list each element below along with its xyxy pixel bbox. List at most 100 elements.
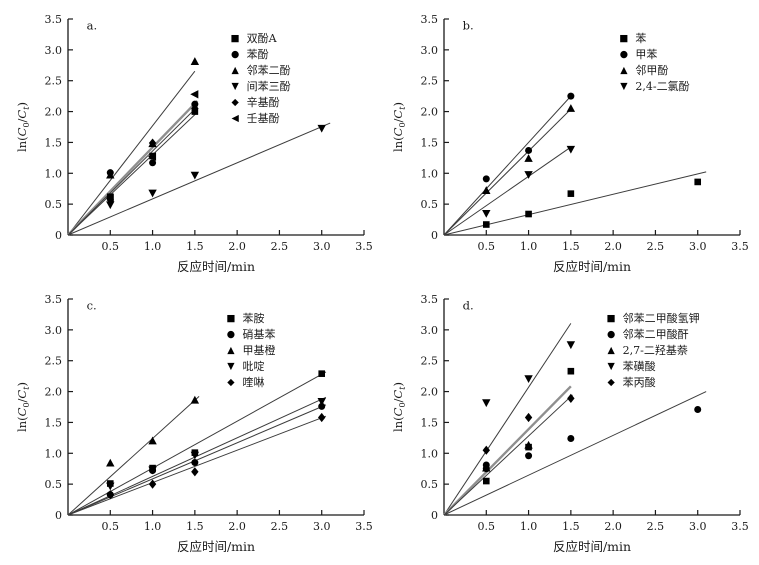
y-tick-label: 0 — [431, 229, 438, 242]
legend-label: 硝基苯 — [242, 328, 276, 342]
triangle-up-legend-marker-icon: ▲ — [231, 65, 239, 77]
x-tick-label: 2.0 — [604, 240, 622, 253]
y-tick-label: 3.0 — [45, 324, 63, 337]
x-axis-label: 反应时间/min — [553, 259, 631, 274]
triangle-down-legend-marker-icon: ▼ — [227, 361, 235, 373]
circle-marker-icon — [149, 159, 157, 167]
diamond-marker-icon — [106, 490, 114, 500]
circle-marker-icon — [525, 452, 533, 460]
legend-item: ■ 邻苯二甲酸氢钾 — [605, 311, 700, 327]
triangle-up-marker-icon — [190, 395, 200, 404]
y-tick-label: 1.5 — [421, 416, 439, 429]
legend-item: ▼ 间苯三酚 — [229, 79, 291, 95]
circle-marker-icon — [482, 175, 490, 183]
square-marker-icon — [567, 367, 575, 375]
triangle-down-marker-icon — [190, 451, 200, 460]
circle-marker-icon — [525, 146, 533, 154]
y-axis-label: ln(C0/Ct) — [390, 102, 408, 152]
fit-line — [67, 100, 199, 236]
legend-label: 邻苯二甲酸氢钾 — [622, 312, 700, 326]
triangle-up-legend-marker-icon: ▲ — [620, 65, 628, 77]
circle-marker-icon — [567, 92, 575, 100]
legend-item: ◆ 辛基酚 — [229, 95, 291, 111]
fit-line — [67, 106, 198, 236]
fit-line — [443, 146, 572, 236]
triangle-down-marker-icon — [317, 124, 326, 133]
legend-item: ▼ 2,4-二氯酚 — [617, 79, 689, 95]
legend-label: 苯磺酸 — [622, 360, 656, 374]
diamond-legend-marker-icon: ◆ — [227, 377, 235, 389]
fit-line — [67, 415, 327, 516]
x-tick-label: 1.0 — [144, 240, 162, 253]
triangle-down-marker-icon — [317, 398, 326, 406]
x-tick-label: 3.0 — [689, 240, 707, 253]
diamond-marker-icon — [567, 393, 575, 403]
y-tick-label: 0.5 — [45, 198, 63, 211]
y-tick-label: 1.5 — [421, 136, 439, 149]
x-tick-label: 0.5 — [478, 520, 496, 533]
legend: ■ 双酚A ● 苯酚 ▲ 邻苯二酚 ▼ 间苯三酚 ◆ 辛基酚 ◀ 壬基酚 — [229, 31, 291, 127]
y-tick-label: 0 — [55, 229, 62, 242]
y-tick-label: 3.5 — [45, 293, 63, 306]
y-tick-label: 2.5 — [45, 75, 63, 88]
fit-line — [443, 391, 707, 516]
y-tick-label: 2.0 — [45, 106, 63, 119]
legend: ■ 苯胺 ● 硝基苯 ▲ 甲基橙 ▼ 吡啶 ◆ 喹啉 — [224, 311, 275, 391]
fit-line — [67, 111, 198, 236]
legend-label: 苯酚 — [246, 48, 269, 62]
y-tick-label: 0 — [431, 509, 438, 522]
x-tick-label: 1.0 — [144, 520, 162, 533]
triangle-down-legend-marker-icon: ▼ — [620, 81, 628, 93]
triangle-left-legend-marker-icon: ◀ — [231, 113, 239, 125]
y-tick-label: 2.5 — [421, 355, 439, 368]
y-tick-label: 2.5 — [45, 355, 63, 368]
legend-label: 吡啶 — [242, 360, 265, 374]
y-tick-label: 2.0 — [45, 386, 63, 399]
legend-item: ◆ 喹啉 — [224, 375, 275, 391]
legend-item: ◀ 壬基酚 — [229, 111, 291, 127]
triangle-up-marker-icon — [190, 57, 200, 65]
triangle-down-marker-icon — [148, 189, 157, 198]
legend-item: ◆ 苯丙酸 — [605, 375, 700, 391]
triangle-down-marker-icon — [566, 341, 576, 350]
fit-line — [443, 108, 572, 236]
x-tick-label: 3.0 — [313, 240, 331, 253]
legend-label: 甲基橙 — [242, 344, 276, 358]
square-legend-marker-icon: ■ — [606, 313, 616, 325]
y-axis-label: ln(C0/Ct) — [390, 382, 408, 432]
circle-legend-marker-icon: ● — [607, 329, 616, 341]
x-tick-label: 3.5 — [355, 240, 373, 253]
legend-label: 邻苯二酚 — [246, 64, 291, 78]
triangle-up-legend-marker-icon: ▲ — [227, 345, 235, 357]
legend-item: ■ 双酚A — [229, 31, 291, 47]
panel-letter: d. — [463, 298, 474, 312]
x-tick-label: 0.5 — [478, 240, 496, 253]
square-marker-icon — [482, 477, 490, 485]
triangle-down-marker-icon — [106, 482, 115, 491]
x-tick-label: 3.5 — [355, 520, 373, 533]
y-axis-label: ln(C0/Ct) — [14, 102, 32, 152]
legend-label: 间苯三酚 — [246, 80, 291, 94]
legend-item: ▼ 苯磺酸 — [605, 359, 700, 375]
legend-item: ● 甲苯 — [617, 47, 689, 63]
subplot-c: 0.5 1.0 1.5 2.0 2.5 3.0 3.5 0 0.5 1.0 1.5 2.0 2.5 3.0… — [8, 285, 379, 561]
y-tick-label: 3.5 — [421, 13, 439, 26]
triangle-down-marker-icon — [482, 210, 491, 218]
x-tick-label: 1.0 — [520, 520, 538, 533]
legend-item: ▲ 邻苯二酚 — [229, 63, 291, 79]
triangle-down-legend-marker-icon: ▼ — [607, 361, 615, 373]
plot-canvas: 0.5 1.0 1.5 2.0 2.5 3.0 3.5 0 0.5 1.0 1.5 2.0 2.5 3.0… — [45, 293, 373, 554]
y-tick-label: 1.5 — [45, 416, 63, 429]
legend-label: 2,4-二氯酚 — [635, 80, 690, 94]
y-tick-label: 1.0 — [45, 167, 63, 180]
fit-line — [67, 396, 327, 516]
triangle-down-marker-icon — [148, 466, 157, 475]
circle-legend-marker-icon: ● — [226, 329, 236, 341]
square-legend-marker-icon: ■ — [226, 313, 236, 325]
fit-line — [443, 385, 572, 516]
triangle-down-marker-icon — [106, 201, 115, 210]
diamond-marker-icon — [482, 445, 490, 455]
square-legend-marker-icon: ■ — [230, 33, 240, 45]
diamond-marker-icon — [318, 412, 326, 423]
